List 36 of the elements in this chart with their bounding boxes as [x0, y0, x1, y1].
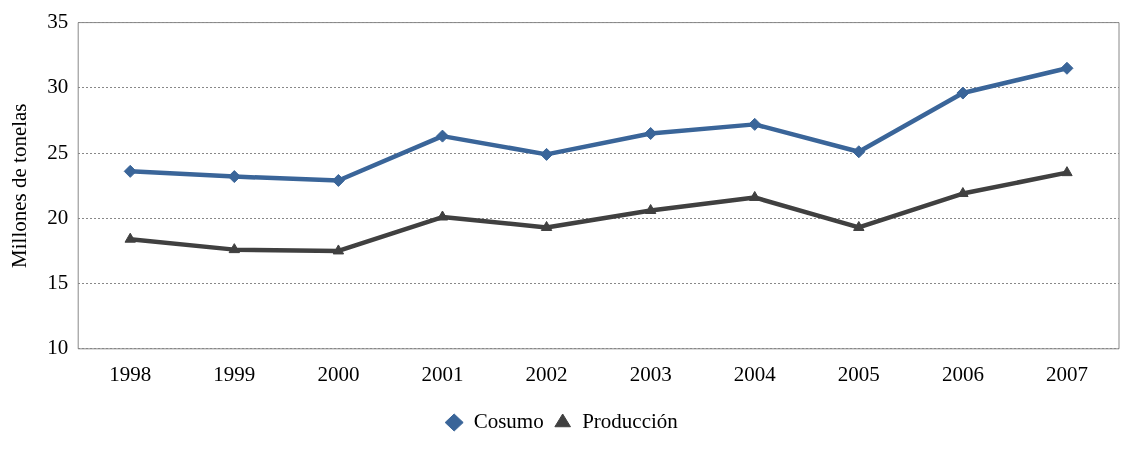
x-tick-label: 2003 — [629, 361, 672, 386]
x-tick-label: 2005 — [837, 361, 880, 386]
point — [123, 164, 137, 178]
point — [435, 129, 449, 143]
x-tick-label: 2006 — [941, 361, 984, 386]
point — [540, 147, 554, 161]
legend-label: Producción — [582, 409, 679, 434]
point — [1061, 166, 1073, 177]
point — [956, 86, 970, 100]
x-tick-label: 2002 — [525, 361, 568, 386]
point — [644, 203, 657, 214]
y-tick-label: 30 — [47, 74, 69, 99]
x-tick-label: 2007 — [1045, 361, 1088, 386]
x-tick-label: 2000 — [317, 361, 360, 386]
point — [124, 232, 136, 243]
x-tick-label: 1999 — [213, 361, 256, 386]
point — [228, 243, 241, 254]
x-tick-label: 1998 — [109, 361, 152, 386]
point — [748, 117, 762, 131]
x-tick-label: 2004 — [733, 361, 777, 386]
point — [1060, 61, 1074, 75]
point — [331, 173, 345, 187]
y-tick-label: 35 — [47, 9, 69, 34]
point — [852, 145, 866, 159]
point — [540, 220, 553, 231]
point — [227, 170, 241, 184]
y-axis-title: Millones de tonelas — [7, 103, 32, 268]
y-tick-label: 25 — [47, 139, 69, 164]
point — [332, 244, 345, 255]
y-tick-label: 20 — [47, 204, 69, 229]
point — [644, 127, 658, 141]
y-tick-label: 15 — [47, 270, 69, 295]
legend-label: Cosumo — [473, 409, 544, 434]
point — [853, 220, 865, 231]
y-tick-label: 10 — [47, 335, 69, 360]
x-tick-label: 2001 — [421, 361, 464, 386]
